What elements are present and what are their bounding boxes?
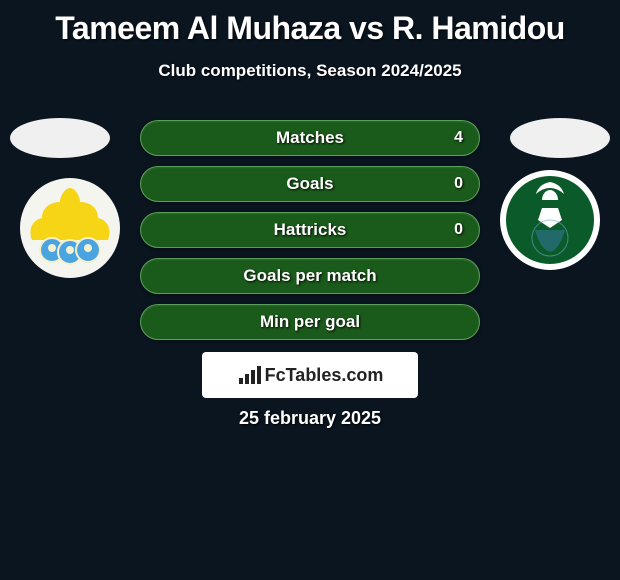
stat-row-min-per-goal: Min per goal (140, 304, 480, 340)
page-title: Tameem Al Muhaza vs R. Hamidou (0, 0, 620, 47)
club-right-crest (500, 170, 600, 270)
stat-label: Goals (286, 174, 333, 194)
branding-chart-icon (237, 364, 263, 386)
stat-row-hattricks: Hattricks 0 (140, 212, 480, 248)
stat-row-goals: Goals 0 (140, 166, 480, 202)
page-subtitle: Club competitions, Season 2024/2025 (0, 61, 620, 81)
player-right-avatar (510, 118, 610, 158)
club-left-crest-icon (20, 178, 120, 278)
stat-label: Min per goal (260, 312, 360, 332)
player-left-avatar (10, 118, 110, 158)
branding-text: FcTables.com (265, 365, 384, 386)
club-left-crest (20, 178, 120, 278)
stat-label: Goals per match (243, 266, 376, 286)
stat-row-goals-per-match: Goals per match (140, 258, 480, 294)
stat-label: Hattricks (274, 220, 347, 240)
stat-row-matches: Matches 4 (140, 120, 480, 156)
stat-right-value: 4 (454, 129, 463, 147)
branding-badge: FcTables.com (202, 352, 418, 398)
stat-right-value: 0 (454, 175, 463, 193)
stat-label: Matches (276, 128, 344, 148)
date-label: 25 february 2025 (0, 408, 620, 429)
club-right-crest-icon (500, 170, 600, 270)
stats-container: Matches 4 Goals 0 Hattricks 0 Goals per … (140, 120, 480, 350)
stat-right-value: 0 (454, 221, 463, 239)
